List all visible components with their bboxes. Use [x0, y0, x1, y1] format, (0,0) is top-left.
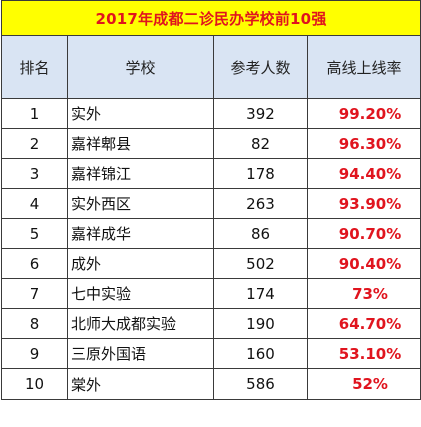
cell-rate: 93.90%: [306, 188, 421, 219]
table-title: 2017年成都二诊民办学校前10强: [0, 0, 421, 36]
cell-rate: 73%: [306, 278, 421, 309]
cell-rate: 94.40%: [306, 158, 421, 189]
rate-value: 96.30%: [338, 134, 402, 153]
cell-rate: 90.70%: [306, 218, 421, 249]
table-row: 1 实外 392 99.20%: [1, 98, 421, 129]
cell-rank: 4: [1, 188, 68, 219]
rate-value: 64.70%: [338, 314, 402, 333]
rate-value: 99.20%: [338, 104, 402, 123]
cell-rate: 53.10%: [306, 338, 421, 369]
rate-value: 90.40%: [338, 254, 402, 273]
cell-school: 七中实验: [67, 278, 214, 309]
cell-school: 成外: [67, 248, 214, 279]
table-row: 5 嘉祥成华 86 90.70%: [1, 218, 421, 249]
cell-school: 嘉祥锦江: [67, 158, 214, 189]
ranking-table: 2017年成都二诊民办学校前10强 排名 学校 参考人数 高线上线率 1 实外 39…: [0, 0, 421, 400]
rate-value: 73%: [352, 284, 388, 303]
cell-school: 北师大成都实验: [67, 308, 214, 339]
rate-value: 93.90%: [338, 194, 402, 213]
cell-count: 82: [213, 128, 308, 159]
cell-rank: 8: [1, 308, 68, 339]
cell-count: 190: [213, 308, 308, 339]
cell-rate: 52%: [306, 368, 421, 400]
cell-rank: 3: [1, 158, 68, 189]
cell-count: 502: [213, 248, 308, 279]
table-row: 7 七中实验 174 73%: [1, 278, 421, 309]
cell-rate: 99.20%: [306, 98, 421, 129]
cell-school: 棠外: [67, 368, 214, 400]
cell-rate: 90.40%: [306, 248, 421, 279]
table-row: 3 嘉祥锦江 178 94.40%: [1, 158, 421, 189]
table-row: 2 嘉祥郫县 82 96.30%: [1, 128, 421, 159]
rate-value: 94.40%: [338, 164, 402, 183]
table-row: 9 三原外国语 160 53.10%: [1, 338, 421, 369]
table-row: 10 棠外 586 52%: [1, 368, 421, 400]
header-count: 参考人数: [213, 35, 308, 99]
cell-school: 嘉祥郫县: [67, 128, 214, 159]
cell-rank: 9: [1, 338, 68, 369]
cell-rank: 6: [1, 248, 68, 279]
cell-count: 160: [213, 338, 308, 369]
header-rank: 排名: [1, 35, 68, 99]
cell-school: 嘉祥成华: [67, 218, 214, 249]
table-row: 8 北师大成都实验 190 64.70%: [1, 308, 421, 339]
cell-rank: 2: [1, 128, 68, 159]
cell-rate: 96.30%: [306, 128, 421, 159]
table-row: 4 实外西区 263 93.90%: [1, 188, 421, 219]
cell-count: 586: [213, 368, 308, 400]
cell-rank: 10: [1, 368, 68, 400]
cell-count: 263: [213, 188, 308, 219]
title-row: 2017年成都二诊民办学校前10强: [0, 0, 421, 36]
cell-count: 174: [213, 278, 308, 309]
cell-school: 实外: [67, 98, 214, 129]
rate-value: 52%: [352, 375, 388, 393]
rate-value: 53.10%: [338, 344, 402, 363]
watermark-overlay: [341, 405, 411, 423]
table-row: 6 成外 502 90.40%: [1, 248, 421, 279]
header-school: 学校: [67, 35, 214, 99]
cell-count: 392: [213, 98, 308, 129]
header-rate: 高线上线率: [306, 35, 421, 99]
cell-school: 实外西区: [67, 188, 214, 219]
table-body: 1 实外 392 99.20% 2 嘉祥郫县 82 96.30% 3 嘉祥锦江 178 94.40% 4…: [1, 98, 421, 400]
cell-rank: 7: [1, 278, 68, 309]
header-row: 排名 学校 参考人数 高线上线率: [1, 35, 421, 99]
cell-school: 三原外国语: [67, 338, 214, 369]
cell-count: 178: [213, 158, 308, 189]
cell-rate: 64.70%: [306, 308, 421, 339]
cell-rank: 5: [1, 218, 68, 249]
cell-rank: 1: [1, 98, 68, 129]
rate-value: 90.70%: [338, 224, 402, 243]
cell-count: 86: [213, 218, 308, 249]
